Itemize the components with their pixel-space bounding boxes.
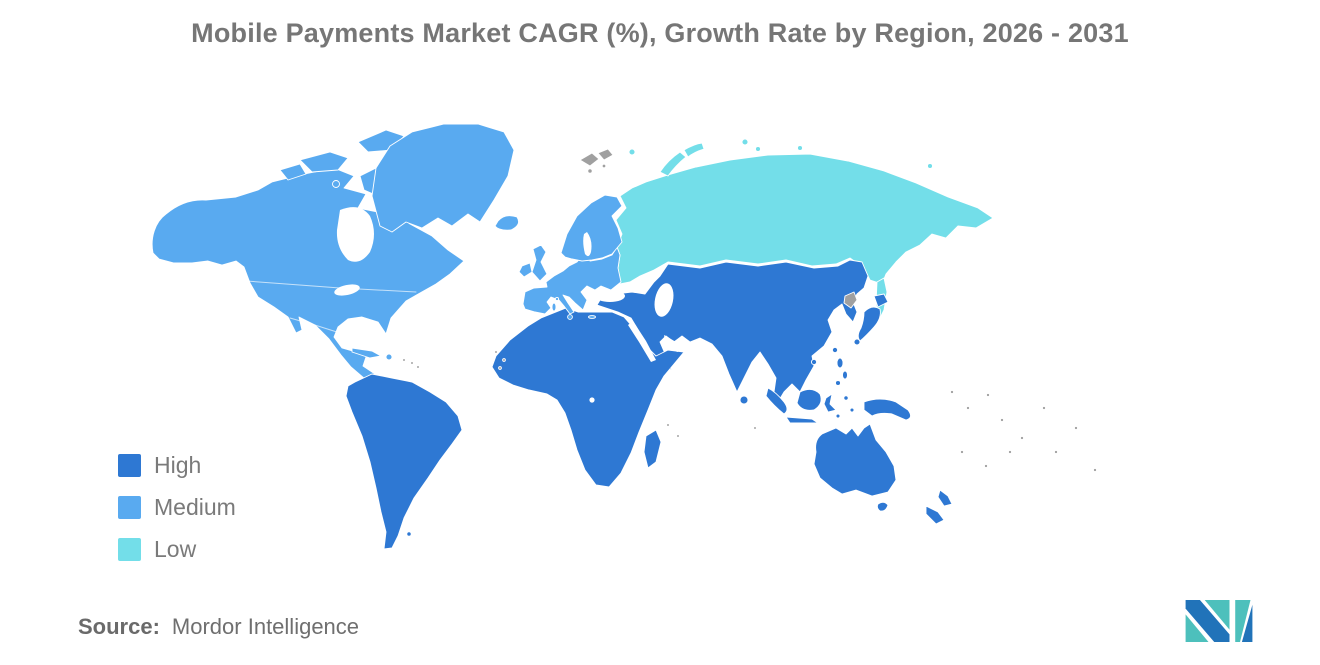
map-region-taiwan [831, 346, 839, 354]
logo-right-teal [1235, 600, 1251, 642]
map-region-cuba [351, 347, 382, 359]
map-legend: High Medium Low [118, 452, 236, 563]
map-region-pacific-islands [949, 389, 1098, 473]
map-region-sri-lanka [739, 395, 749, 405]
map-region-australia [813, 423, 897, 497]
logo-right-blue-triangle [1241, 604, 1253, 642]
map-region-madagascar [643, 429, 662, 469]
logo-teal-bottom-triangle [1185, 614, 1209, 642]
map-region-africa [491, 307, 685, 488]
map-region-greenland [371, 123, 515, 233]
legend-item-low: Low [118, 536, 236, 563]
map-region-indian-ocean-islands [666, 423, 757, 438]
country-borders [245, 280, 417, 334]
map-region-hainan [810, 358, 818, 366]
map-region-new-zealand [925, 489, 953, 525]
legend-label-low: Low [154, 536, 197, 562]
map-region-north-korea [843, 291, 858, 309]
legend-swatch-low [118, 538, 141, 561]
map-region-tasmania [876, 501, 889, 512]
map-region-philippines [835, 357, 848, 386]
map-region-russia-arctic-islands [628, 138, 933, 177]
legend-item-high: High [118, 452, 236, 479]
map-region-mediterranean-islands [551, 296, 596, 320]
map-region-scandinavia [560, 194, 623, 262]
logo-blue-band [1185, 600, 1230, 642]
mordor-intelligence-logo [1185, 600, 1253, 642]
map-region-atlantic-islands [402, 350, 506, 370]
chart-title: Mobile Payments Market CAGR (%), Growth … [191, 18, 1129, 48]
source-label: Source: [78, 614, 160, 639]
legend-swatch-high [118, 454, 141, 477]
map-region-south-america [345, 373, 463, 550]
map-region-ireland [518, 262, 533, 278]
map-region-hispaniola [385, 353, 393, 361]
legend-item-medium: Medium [118, 494, 236, 521]
map-region-svalbard [579, 148, 614, 174]
legend-label-high: High [154, 452, 202, 478]
water-overlays [334, 207, 684, 403]
map-region-falklands [406, 531, 412, 537]
legend-swatch-medium [118, 496, 141, 519]
source-value: Mordor Intelligence [171, 614, 360, 639]
map-region-japan [853, 293, 889, 346]
map-region-iceland [494, 215, 519, 231]
map-region-new-guinea [863, 398, 911, 421]
map-region-indonesia [765, 387, 855, 424]
map-region-uk [531, 244, 548, 282]
legend-label-medium: Medium [154, 494, 236, 520]
source-line: Source: Mordor Intelligence [78, 614, 359, 640]
